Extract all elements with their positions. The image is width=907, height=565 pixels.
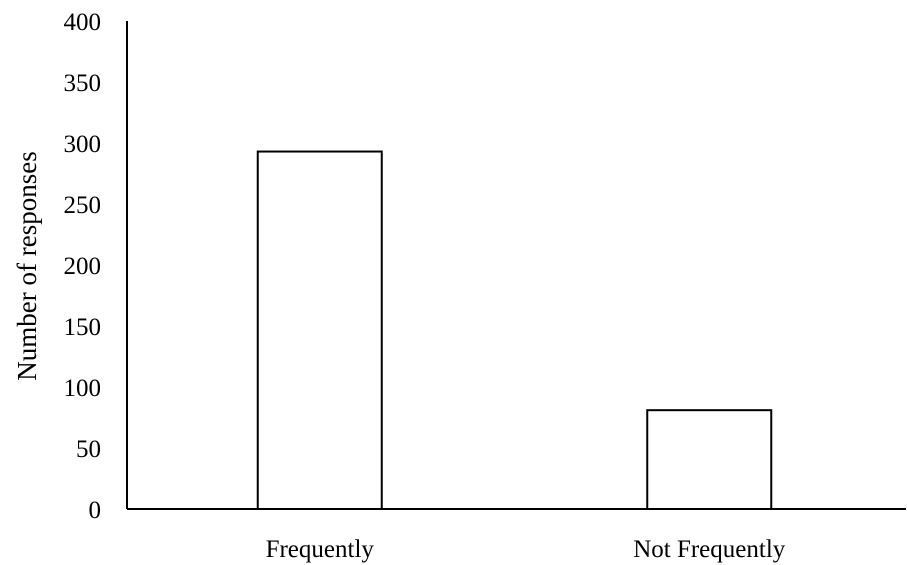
x-category-label: Frequently: [266, 536, 375, 563]
x-category-label: Not Frequently: [633, 536, 786, 563]
y-tick-label: 300: [64, 131, 102, 158]
bars: [256, 150, 773, 510]
y-tick-label: 250: [64, 192, 102, 219]
bar-not-frequently: [646, 409, 773, 510]
bar-frequently: [256, 150, 383, 510]
y-axis-tick-labels: 0 50 100 150 200 250 300 350 400: [64, 9, 102, 524]
x-axis-category-labels: Frequently Not Frequently: [266, 536, 786, 563]
y-tick-label: 50: [76, 436, 101, 463]
y-axis-title: Number of responses: [12, 151, 42, 380]
y-tick-label: 400: [64, 9, 102, 36]
y-tick-label: 200: [64, 253, 102, 280]
y-tick-label: 350: [64, 70, 102, 97]
y-tick-label: 100: [64, 375, 102, 402]
y-tick-label: 0: [89, 497, 102, 524]
y-tick-label: 150: [64, 314, 102, 341]
